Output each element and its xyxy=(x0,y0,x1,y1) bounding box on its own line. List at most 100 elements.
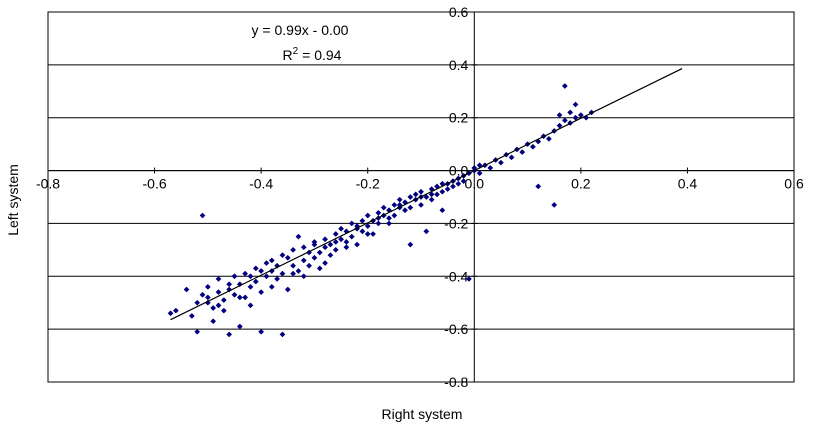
data-point-0-37 xyxy=(284,254,291,261)
data-point-0-78 xyxy=(391,212,398,219)
data-point-0-55 xyxy=(332,231,339,237)
data-point-0-87 xyxy=(418,201,424,208)
data-point-0-44 xyxy=(300,273,307,280)
data-point-0-50 xyxy=(316,265,323,272)
data-point-0-27 xyxy=(258,289,265,296)
data-point-0-129 xyxy=(561,117,568,124)
data-point-0-38 xyxy=(284,286,291,293)
data-point-0-72 xyxy=(375,220,382,227)
r-squared-label: R2 = 0.94 xyxy=(283,46,342,63)
axes xyxy=(48,12,794,382)
data-point-0-35 xyxy=(279,331,286,338)
data-point-0-28 xyxy=(258,328,265,335)
trendline xyxy=(170,67,683,321)
data-point-0-89 xyxy=(423,194,430,200)
data-point-0-116 xyxy=(508,154,515,161)
data-point-0-30 xyxy=(263,260,270,267)
data-point-0-156 xyxy=(247,273,254,280)
data-point-0-42 xyxy=(295,233,302,240)
data-point-0-139 xyxy=(226,281,233,288)
data-point-0-56 xyxy=(332,246,339,253)
data-point-0-43 xyxy=(300,257,307,264)
data-point-0-13 xyxy=(220,307,227,314)
data-point-0-12 xyxy=(215,275,222,282)
data-point-0-15 xyxy=(226,331,233,338)
data-point-0-3 xyxy=(188,312,195,319)
data-point-0-105 xyxy=(466,275,472,282)
data-point-0-98 xyxy=(444,186,451,193)
y-tick-label-4: -0.2 xyxy=(444,215,468,231)
x-tick-label-7: 0.6 xyxy=(784,176,804,192)
data-point-0-100 xyxy=(450,183,456,190)
data-point-0-77 xyxy=(391,201,398,208)
data-point-0-151 xyxy=(343,244,350,251)
data-point-0-51 xyxy=(322,244,329,251)
data-point-0-154 xyxy=(407,204,414,211)
data-point-0-118 xyxy=(519,149,526,156)
trendline-equation: y = 0.99x - 0.00 xyxy=(252,22,349,38)
data-point-0-21 xyxy=(242,294,249,301)
data-point-0-26 xyxy=(252,278,259,285)
data-point-0-40 xyxy=(290,246,297,253)
x-tick-label-1: -0.6 xyxy=(143,176,167,192)
data-point-0-22 xyxy=(242,270,249,277)
data-point-0-150 xyxy=(322,260,329,267)
data-point-0-90 xyxy=(423,228,430,235)
data-point-0-0 xyxy=(167,310,174,317)
data-point-0-36 xyxy=(279,270,286,277)
data-point-0-124 xyxy=(545,135,552,142)
data-point-0-143 xyxy=(311,238,318,245)
data-point-0-144 xyxy=(332,238,339,245)
data-point-0-58 xyxy=(338,225,345,232)
data-point-0-10 xyxy=(210,318,217,325)
data-point-0-120 xyxy=(529,143,536,150)
data-point-0-140 xyxy=(258,268,265,274)
data-point-0-161 xyxy=(194,299,201,306)
data-point-0-66 xyxy=(359,228,366,235)
data-point-0-84 xyxy=(407,241,414,248)
data-point-0-18 xyxy=(231,291,238,298)
x-axis-title: Right system xyxy=(382,406,463,422)
x-tick-label-2: -0.4 xyxy=(249,176,273,192)
data-point-0-8 xyxy=(204,283,211,290)
data-point-0-74 xyxy=(380,204,387,211)
data-point-0-102 xyxy=(455,180,462,187)
x-tick-label-3: -0.2 xyxy=(356,176,380,192)
data-point-0-158 xyxy=(300,244,307,251)
data-point-0-110 xyxy=(476,170,483,177)
data-point-0-155 xyxy=(428,191,435,198)
data-point-0-112 xyxy=(487,164,494,171)
data-point-0-24 xyxy=(247,302,254,309)
data-point-0-31 xyxy=(268,283,275,290)
x-tick-label-5: 0.2 xyxy=(571,176,591,192)
data-point-0-67 xyxy=(364,223,371,230)
y-tick-label-7: -0.8 xyxy=(444,374,468,390)
data-point-0-14 xyxy=(220,297,227,304)
data-point-0-138 xyxy=(204,294,211,301)
data-point-0-1 xyxy=(172,307,179,314)
y-axis-title: Left system xyxy=(5,164,21,236)
y-tick-label-0: 0.6 xyxy=(449,4,469,20)
data-point-0-86 xyxy=(412,191,419,198)
data-point-0-81 xyxy=(402,207,408,214)
y-tick-label-1: 0.4 xyxy=(449,57,469,73)
data-point-0-160 xyxy=(215,302,222,309)
data-point-0-65 xyxy=(359,217,366,224)
data-point-0-5 xyxy=(199,212,206,219)
data-point-0-152 xyxy=(364,231,371,237)
y-tick-label-5: -0.4 xyxy=(444,268,468,284)
data-point-0-153 xyxy=(386,220,392,227)
data-point-0-4 xyxy=(194,328,201,335)
data-point-0-126 xyxy=(551,201,558,208)
y-tick-label-6: -0.6 xyxy=(444,321,468,337)
data-point-0-49 xyxy=(316,249,323,256)
data-point-0-157 xyxy=(268,257,275,264)
y-tick-label-2: 0.2 xyxy=(449,110,469,126)
data-point-0-141 xyxy=(279,252,286,259)
data-point-0-52 xyxy=(322,236,329,243)
data-point-0-9 xyxy=(210,305,217,311)
x-tick-label-6: 0.4 xyxy=(678,176,698,192)
data-point-0-131 xyxy=(567,109,574,116)
y-axis-ticks: 0.60.40.20.0-0.2-0.4-0.6-0.8 xyxy=(444,4,478,390)
